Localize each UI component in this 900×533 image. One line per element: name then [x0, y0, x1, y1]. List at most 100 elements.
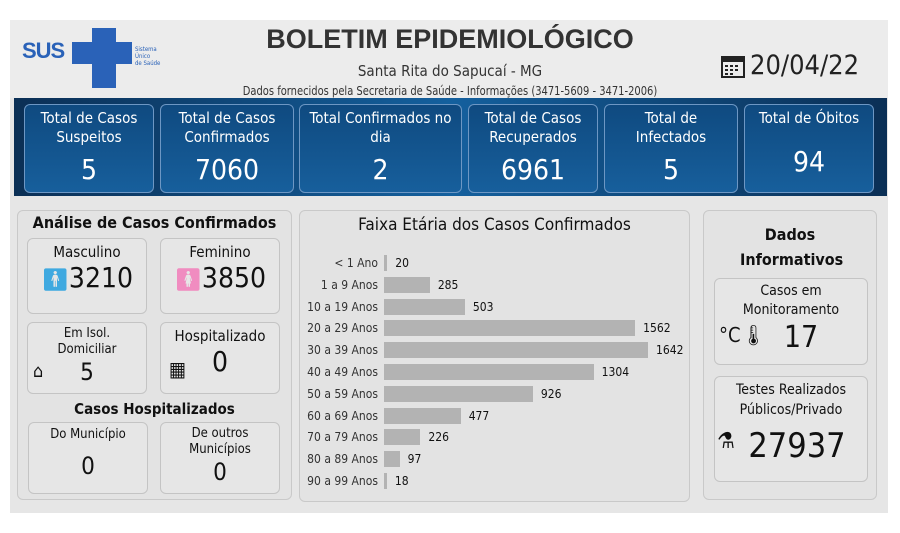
tests-label: Testes Realizados Públicos/Privado — [735, 382, 847, 418]
card-value: 94 — [792, 145, 826, 178]
female-box: Feminino 🚺︎3850 — [160, 238, 280, 314]
bar — [384, 473, 387, 489]
chart-row: 30 a 39 Anos 1642 — [300, 342, 684, 359]
card-label: Total de Óbitos — [758, 109, 860, 127]
category-label: 20 a 29 Anos — [307, 321, 378, 336]
card-label: Total de Casos Recuperados — [484, 109, 582, 146]
card-label: Total de Infectados — [635, 109, 707, 146]
card-value: 7060 — [194, 153, 260, 186]
analysis-title: Análise de Casos Confirmados — [32, 213, 277, 232]
card-confirmed: Total de Casos Confirmados 7060 — [160, 104, 294, 193]
data-label: 20 — [395, 256, 409, 270]
isolation-value: 5 — [80, 358, 94, 386]
chart-row: 80 a 89 Anos 97 — [300, 451, 422, 468]
chart-row: 1 a 9 Anos 285 — [300, 276, 459, 293]
card-value: 5 — [662, 153, 680, 186]
card-value: 6961 — [500, 153, 566, 186]
data-label: 503 — [472, 299, 494, 314]
chart-row: 90 a 99 Anos 18 — [300, 473, 409, 489]
chart-row: < 1 Ano 20 — [300, 255, 409, 271]
card-value: 5 — [80, 153, 98, 186]
category-label: 70 a 79 Anos — [307, 430, 378, 445]
other-municipalities-value: 0 — [213, 458, 227, 486]
data-label: 477 — [468, 408, 490, 423]
other-municipalities-box: De outros Municípios 0 — [160, 422, 280, 494]
bar — [384, 385, 533, 402]
bar — [384, 255, 388, 271]
monitoring-box: Casos em Monitoramento °C🌡︎ 17 — [714, 278, 868, 365]
tests-box: Testes Realizados Públicos/Privado ⚗ 27937 — [714, 376, 868, 482]
category-label: 90 a 99 Anos — [307, 474, 378, 488]
male-box: Masculino 🚹︎3210 — [27, 238, 147, 314]
municipality-label: Do Município — [50, 427, 126, 442]
chart-row: 10 a 19 Anos 503 — [300, 298, 494, 315]
report-date: 20/04/22 — [720, 50, 859, 81]
sus-logo: SUS — [22, 38, 65, 63]
female-value: 🚺︎3850 — [173, 261, 267, 294]
category-label: 80 a 89 Anos — [307, 452, 378, 467]
date-text: 20/04/22 — [750, 50, 860, 81]
data-label: 18 — [394, 474, 409, 488]
chart-title: Faixa Etária dos Casos Confirmados — [358, 215, 631, 235]
data-label: 1562 — [643, 321, 671, 336]
calendar-icon — [721, 55, 745, 78]
thermometer-icon: °C🌡︎ — [719, 323, 766, 347]
isolation-label: Em Isol. Domiciliar — [57, 326, 117, 357]
category-label: 50 a 59 Anos — [307, 386, 378, 401]
card-label: Total de Casos Suspeitos — [40, 109, 138, 146]
female-label: Feminino — [189, 243, 251, 261]
male-label: Masculino — [53, 243, 121, 261]
bar — [384, 320, 636, 337]
data-label: 285 — [437, 277, 459, 292]
other-municipalities-label: De outros Municípios — [189, 426, 251, 457]
category-label: 1 a 9 Anos — [320, 277, 378, 292]
category-label: 10 a 19 Anos — [307, 299, 378, 314]
test-tube-virus-icon: ⚗ — [717, 429, 735, 454]
card-label: Total Confirmados no dia — [309, 109, 452, 146]
card-label: Total de Casos Confirmados — [178, 109, 276, 146]
card-suspected: Total de Casos Suspeitos 5 — [24, 104, 154, 193]
monitoring-label: Casos em Monitoramento — [742, 283, 840, 318]
bar — [384, 342, 648, 359]
female-icon: 🚺︎ — [173, 268, 202, 293]
data-label: 226 — [428, 430, 449, 445]
card-deaths: Total de Óbitos 94 — [744, 104, 874, 193]
card-recovered: Total de Casos Recuperados 6961 — [468, 104, 598, 193]
logo-cross-bar — [72, 42, 132, 64]
card-value: 2 — [372, 153, 389, 186]
category-label: 40 a 49 Anos — [307, 365, 378, 379]
bar — [384, 429, 421, 446]
chart-row: 70 a 79 Anos 226 — [300, 429, 449, 446]
data-label: 1642 — [656, 343, 684, 358]
card-confirmed-today: Total Confirmados no dia 2 — [299, 104, 462, 193]
bar — [384, 364, 594, 380]
logo-subtitle: Sistema Único de Saúde — [135, 46, 161, 67]
category-label: < 1 Ano — [334, 256, 378, 270]
tests-value: 27937 — [748, 426, 846, 466]
bar — [384, 298, 465, 315]
isolation-box: Em Isol. Domiciliar ⌂ 5 — [27, 322, 147, 394]
house-icon: ⌂ — [33, 361, 44, 382]
card-infected: Total de Infectados 5 — [604, 104, 738, 193]
data-label: 1304 — [601, 365, 630, 379]
chart-row: 20 a 29 Anos 1562 — [300, 320, 671, 337]
chart-row: 60 a 69 Anos 477 — [300, 407, 490, 424]
hospital-icon: ▦ — [169, 357, 187, 381]
chart-row: 40 a 49 Anos 1304 — [300, 364, 629, 380]
data-label: 926 — [540, 386, 562, 401]
bar — [384, 276, 430, 293]
category-label: 30 a 39 Anos — [307, 343, 378, 358]
city: Santa Rita do Sapucaí - MG — [357, 62, 543, 80]
chart-row: 50 a 59 Anos 926 — [300, 385, 562, 402]
data-label: 97 — [407, 452, 422, 467]
municipality-value: 0 — [81, 452, 95, 480]
page-title: BOLETIM EPIDEMIOLÓGICO — [266, 24, 634, 54]
category-label: 60 a 69 Anos — [307, 408, 378, 423]
male-icon: 🚹︎ — [40, 268, 69, 293]
hospitalized-title: Casos Hospitalizados — [74, 400, 235, 418]
info-title: Dados Informativos — [740, 225, 844, 269]
hospitalized-value: 0 — [211, 345, 229, 378]
monitoring-value: 17 — [783, 320, 819, 355]
male-value: 🚹︎3210 — [40, 261, 134, 294]
hospitalized-box: Hospitalizado ▦ 0 — [160, 322, 280, 394]
